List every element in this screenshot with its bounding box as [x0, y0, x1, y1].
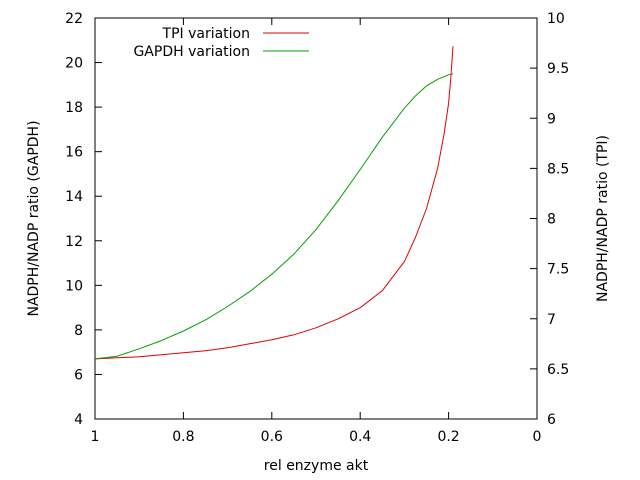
y-right-tick-label: 6 — [547, 412, 556, 428]
series-line-tpi — [94, 46, 454, 360]
plot-frame-group: 1 0.8 0.6 0.4 0.2 0 4 6 8 10 12 14 16 18 20 22 6 6.5 7 7.5 8… — [65, 11, 569, 445]
x-tick-label: 0.8 — [172, 429, 194, 445]
y-left-tick-label: 6 — [74, 367, 83, 383]
legend-label-gapdh: GAPDH variation — [133, 44, 250, 60]
series-line-gapdh — [94, 73, 454, 360]
y-axis-left-label: NADPH/NADP ratio (GAPDH) — [26, 120, 42, 316]
y-left-tick-label: 18 — [65, 100, 83, 116]
y-left-tick-label: 16 — [65, 145, 83, 161]
y-right-tick-label: 7 — [547, 312, 556, 328]
y-right-tick-label: 7.5 — [547, 262, 569, 278]
series-lines-group — [94, 46, 454, 360]
x-tick-label: 0.2 — [437, 429, 459, 445]
y-left-tick-label: 10 — [65, 278, 83, 294]
plot-border — [94, 17, 538, 420]
y-right-tick-label: 9 — [547, 111, 556, 127]
x-tick-label: 0.6 — [261, 429, 283, 445]
y-right-tick-label: 10 — [547, 11, 565, 27]
y-left-tick-label: 14 — [65, 189, 83, 205]
x-axis-label: rel enzyme akt — [264, 458, 369, 474]
y-left-tick-label: 12 — [65, 234, 83, 250]
x-tick-label: 0 — [533, 429, 542, 445]
y-axis-right-label: NADPH/NADP ratio (TPI) — [595, 135, 611, 302]
y-right-tick-label: 9.5 — [547, 61, 569, 77]
legend-label-tpi: TPI variation — [162, 26, 250, 42]
y-left-tick-label: 4 — [74, 412, 83, 428]
y-left-tick-label: 20 — [65, 56, 83, 72]
y-right-tick-label: 6.5 — [547, 362, 569, 378]
x-tick-label: 0.4 — [349, 429, 371, 445]
x-tick-label: 1 — [91, 429, 100, 445]
y-left-tick-label: 8 — [74, 323, 83, 339]
y-left-tick-label: 22 — [65, 11, 83, 27]
legend: TPI variation GAPDH variation — [133, 26, 309, 60]
y-right-tick-label: 8.5 — [547, 161, 569, 177]
y-right-tick-label: 8 — [547, 212, 556, 228]
